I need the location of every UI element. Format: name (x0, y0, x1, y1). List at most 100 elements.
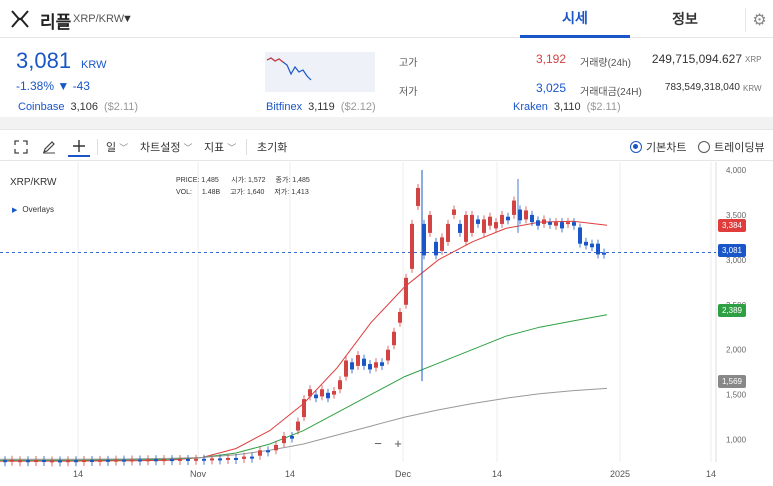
tab-info[interactable]: 정보 (672, 11, 698, 27)
candle-body (242, 456, 246, 459)
exchange-price: 3,106 (70, 101, 99, 113)
candle-body (392, 331, 396, 346)
candle-body (296, 421, 300, 431)
exchange-item[interactable]: Bitfinex 3,119 ($2.12) (266, 101, 376, 113)
candle-body (308, 389, 312, 397)
chart-toolbar: 일 ﹀ 차트설정 ﹀ 지표 ﹀ 초기화 기본차트 트레이딩뷰 (0, 133, 773, 161)
candle-body (362, 358, 366, 366)
candle-body (302, 399, 306, 418)
chart-settings-button[interactable]: 차트설정 ﹀ (140, 139, 193, 155)
ohlc-open: 1,572 (248, 177, 266, 184)
candle-body (34, 460, 38, 463)
candle-body (434, 241, 438, 256)
coin-select-caret-icon[interactable]: ▼ (122, 13, 133, 25)
candle-body (422, 223, 426, 256)
candle-body (428, 214, 432, 233)
basic-chart-radio[interactable]: 기본차트 (630, 139, 686, 155)
volume-unit: XRP (745, 55, 762, 64)
chart-settings-label: 차트설정 (140, 142, 181, 154)
candle-body (42, 460, 46, 463)
zoom-out-button[interactable]: − (374, 435, 382, 451)
candle-body (590, 243, 594, 248)
exchange-name: Bitfinex (266, 101, 303, 113)
candle-body (554, 222, 558, 226)
exchange-usd: ($2.11) (104, 101, 139, 113)
candle-body (506, 216, 510, 221)
exchange-item[interactable]: Coinbase 3,106 ($2.11) (18, 101, 138, 113)
candle-body (210, 458, 214, 461)
indicators-label: 지표 (204, 142, 225, 154)
fullscreen-icon[interactable] (10, 137, 32, 157)
ohlc-low-label: 저가: (274, 189, 290, 196)
candle-body (440, 237, 444, 251)
low-value: 3,025 (535, 81, 566, 95)
coin-pair: XRP/KRW (73, 13, 125, 25)
candle-body (218, 458, 222, 461)
candle-body (596, 243, 600, 255)
ohlc-close: 1,485 (292, 177, 310, 184)
candle-body (356, 355, 360, 366)
toolbar-divider (246, 139, 247, 155)
current-price-badge: 3,081 (718, 244, 746, 257)
moving-average-line (0, 387, 608, 460)
radio-unselected-icon (698, 141, 710, 153)
exchange-usd: ($2.11) (586, 101, 621, 113)
reset-button[interactable]: 초기화 (257, 142, 288, 154)
candle-body (106, 459, 110, 462)
price-chart[interactable]: 4,0003,5003,0002,5002,0001,5001,00014Nov… (0, 162, 773, 486)
volume-label: 거래량(24h) (580, 58, 631, 69)
candle-body (146, 459, 150, 462)
indicators-button[interactable]: 지표 ﹀ (204, 139, 236, 155)
high-label: 고가 (399, 58, 418, 69)
candle-body (536, 220, 540, 226)
tradingview-radio[interactable]: 트레이딩뷰 (698, 139, 765, 155)
candle-body (344, 360, 348, 377)
gear-icon[interactable]: ⚙ (745, 8, 773, 32)
candle-body (398, 311, 402, 323)
current-price: 3,081 (16, 48, 72, 73)
candle-body (566, 222, 570, 225)
price-unit: KRW (81, 59, 107, 71)
candle-body (446, 223, 450, 242)
candle-body (266, 450, 270, 453)
ohlc-open-label: 시가: (231, 177, 247, 184)
interval-select[interactable]: 일 ﹀ (106, 139, 128, 155)
header: 리플 XRP/KRW ▼ 시세 정보 ⚙ (0, 0, 773, 38)
zoom-in-button[interactable]: + (394, 435, 402, 451)
ohlc-readout: PRICE: 1,485 시가: 1,572 종가: 1,485 VOL: 1.… (176, 175, 310, 199)
ohlc-close-label: 종가: (275, 177, 291, 184)
draw-pencil-icon[interactable] (38, 137, 60, 157)
crosshair-icon[interactable] (68, 137, 90, 157)
candle-body (530, 214, 534, 223)
candle-body (26, 460, 30, 463)
volume-value: 249,715,094.627 (651, 52, 742, 66)
y-tick-label: 4,000 (726, 166, 747, 175)
x-tick-label: 14 (73, 469, 83, 479)
ohlc-price: 1,485 (201, 177, 219, 184)
candle-body (130, 459, 134, 462)
candle-body (350, 362, 354, 370)
exchange-name: Coinbase (18, 101, 65, 113)
candle-body (416, 187, 420, 206)
exchange-item[interactable]: Kraken 3,110 ($2.11) (513, 101, 621, 113)
candle-body (560, 222, 564, 229)
y-tick-label: 1,000 (726, 436, 747, 445)
chevron-down-icon: ﹀ (227, 143, 237, 153)
tradingview-label: 트레이딩뷰 (714, 142, 765, 154)
tab-price[interactable]: 시세 (520, 0, 630, 38)
candle-body (18, 460, 22, 463)
exchange-price: 3,119 (308, 101, 335, 113)
moving-average-line (0, 314, 608, 461)
candle-body (464, 214, 468, 242)
overlays-toggle[interactable]: ▶ Overlays (12, 205, 54, 214)
chart-canvas[interactable]: 4,0003,5003,0002,5002,0001,5001,00014Nov… (0, 162, 773, 486)
exchange-name: Kraken (513, 101, 548, 113)
candle-body (494, 222, 498, 229)
ohlc-vol-label: VOL: (176, 189, 192, 196)
x-tick-label: 2025 (610, 469, 630, 479)
candle-body (274, 444, 278, 451)
candle-body (50, 460, 54, 463)
candle-body (368, 364, 372, 370)
radio-selected-icon (630, 141, 642, 153)
candle-body (458, 223, 462, 233)
